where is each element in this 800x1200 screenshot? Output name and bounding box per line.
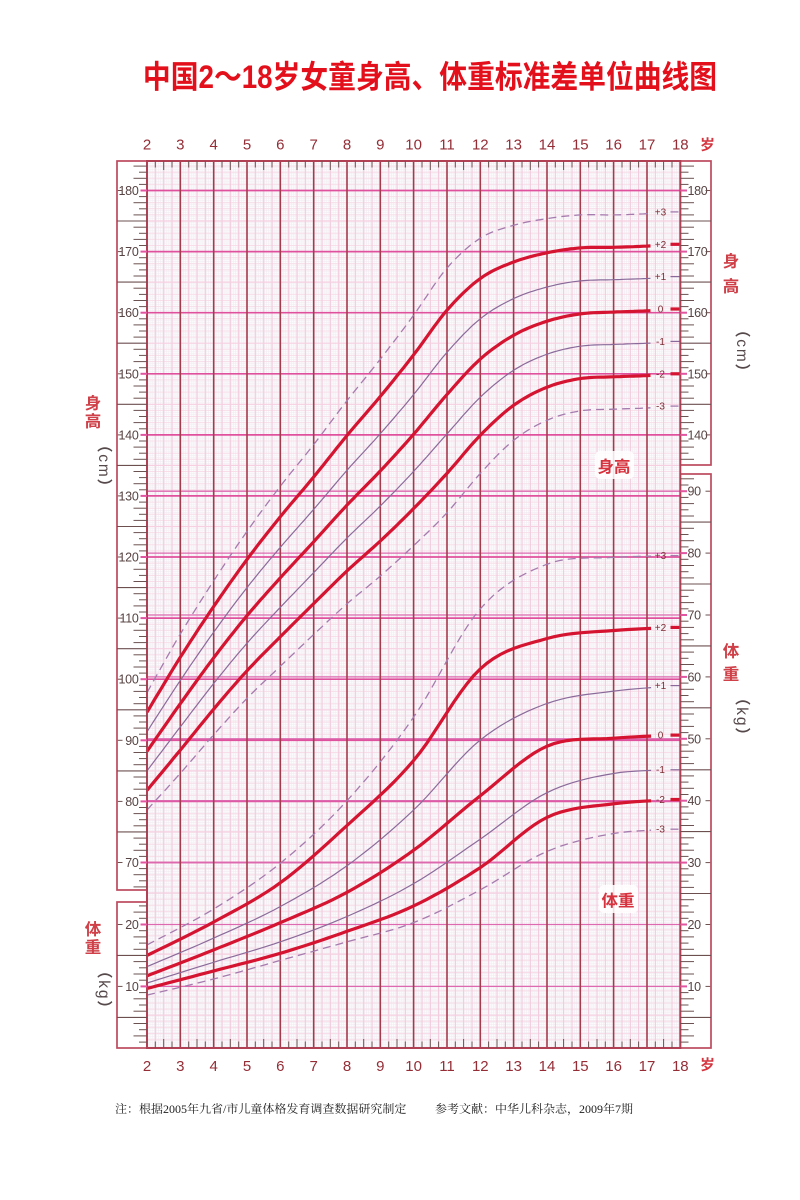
svg-text:100: 100 [119,673,139,687]
svg-text:（cm）: （cm） [732,322,754,381]
svg-text:8: 8 [343,137,351,154]
svg-text:16: 16 [605,137,622,154]
svg-text:8: 8 [343,1058,351,1075]
svg-text:3: 3 [176,1058,184,1075]
svg-text:120: 120 [119,551,139,565]
svg-text:+3: +3 [655,551,667,562]
svg-text:-3: -3 [656,825,665,836]
svg-text:110: 110 [119,612,138,626]
svg-text:30: 30 [688,856,702,870]
svg-text:身: 身 [723,248,740,272]
svg-text:11: 11 [439,137,455,154]
svg-text:10: 10 [405,1058,422,1075]
svg-text:130: 130 [119,489,139,503]
svg-text:-2: -2 [656,795,665,806]
svg-text:0: 0 [658,731,664,742]
svg-text:+2: +2 [655,623,667,634]
svg-text:140: 140 [688,428,708,442]
svg-text:5: 5 [243,137,251,154]
svg-text:10: 10 [125,980,139,994]
svg-text:-1: -1 [656,765,665,776]
svg-text:9: 9 [376,1058,384,1075]
svg-text:12: 12 [472,137,489,154]
svg-text:5: 5 [243,1058,251,1075]
svg-text:170: 170 [688,245,708,259]
svg-text:20: 20 [688,918,702,932]
svg-text:13: 13 [505,137,522,154]
svg-text:（kg）: （kg） [94,963,116,1018]
svg-text:16: 16 [605,1058,622,1075]
svg-text:7: 7 [310,1058,318,1075]
svg-text:70: 70 [688,609,702,623]
svg-text:13: 13 [505,1058,522,1075]
svg-text:80: 80 [125,795,139,809]
svg-text:180: 180 [688,184,708,198]
svg-text:150: 150 [688,367,708,381]
svg-text:2: 2 [143,137,151,154]
svg-text:10: 10 [688,980,702,994]
svg-text:15: 15 [572,1058,589,1075]
svg-text:180: 180 [119,184,139,198]
svg-text:6: 6 [276,137,284,154]
svg-text:70: 70 [125,856,139,870]
svg-text:17: 17 [639,137,656,154]
svg-text:3: 3 [176,137,184,154]
svg-text:90: 90 [125,734,139,748]
svg-text:80: 80 [688,547,702,561]
svg-text:（kg）: （kg） [732,690,754,745]
svg-text:高: 高 [723,273,740,297]
svg-text:+1: +1 [655,681,667,692]
svg-text:身高: 身高 [598,454,631,478]
svg-text:岁: 岁 [700,134,715,155]
svg-text:50: 50 [688,732,702,746]
svg-text:11: 11 [439,1058,455,1075]
svg-text:+3: +3 [655,207,667,218]
svg-text:4: 4 [210,137,218,154]
svg-text:2: 2 [143,1058,151,1075]
svg-text:+2: +2 [655,240,667,251]
svg-text:170: 170 [119,245,139,259]
svg-text:14: 14 [539,1058,556,1075]
svg-text:12: 12 [472,1058,489,1075]
svg-text:140: 140 [119,428,139,442]
svg-text:0: 0 [658,305,664,316]
svg-text:9: 9 [376,137,384,154]
svg-text:身: 身 [85,390,102,414]
svg-text:17: 17 [639,1058,656,1075]
svg-text:（cm）: （cm） [94,437,116,496]
svg-text:体重: 体重 [602,888,635,912]
svg-text:18: 18 [672,137,689,154]
svg-text:-3: -3 [656,402,665,413]
svg-text:+1: +1 [655,272,667,283]
svg-text:20: 20 [125,918,139,932]
svg-text:15: 15 [572,137,589,154]
svg-text:90: 90 [688,485,702,499]
svg-text:4: 4 [210,1058,218,1075]
svg-text:10: 10 [405,137,422,154]
svg-text:重: 重 [85,934,102,958]
svg-text:18: 18 [672,1058,689,1075]
svg-text:-2: -2 [656,369,665,380]
svg-text:40: 40 [688,794,702,808]
svg-text:14: 14 [539,137,556,154]
svg-text:160: 160 [688,306,708,320]
svg-text:高: 高 [85,408,102,432]
svg-text:体: 体 [723,638,740,662]
svg-text:重: 重 [723,661,740,685]
svg-text:体: 体 [85,916,102,940]
svg-text:160: 160 [119,306,139,320]
svg-text:60: 60 [688,670,702,684]
svg-text:6: 6 [276,1058,284,1075]
svg-text:150: 150 [119,367,139,381]
svg-text:岁: 岁 [700,1054,715,1075]
svg-text:-1: -1 [656,337,665,348]
svg-text:7: 7 [310,137,318,154]
